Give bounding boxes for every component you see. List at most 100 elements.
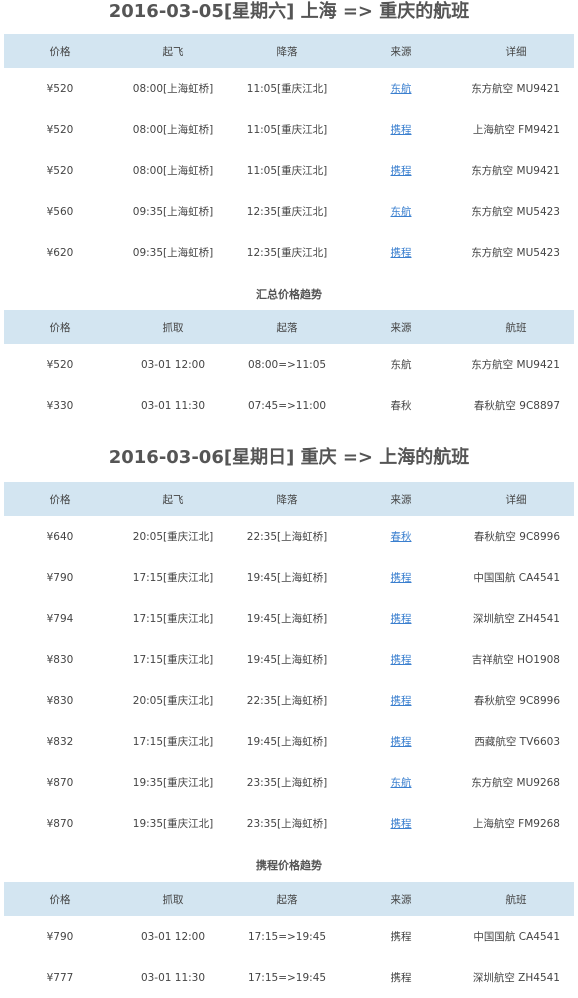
price-cell: ¥520 [46, 358, 74, 371]
column-header-source: 来源 [344, 882, 458, 916]
column-header-arrive: 降落 [230, 34, 344, 68]
column-header-arrive: 降落 [230, 482, 344, 516]
source-cell: 东航 [344, 762, 458, 803]
depart-cell: 17:15[重庆江北] [132, 613, 214, 625]
detail-cell: 东方航空 MU9421 [471, 83, 560, 95]
source-cell: 携程 [344, 680, 458, 721]
price-cell: ¥790 [46, 930, 74, 943]
source-cell: 携程 [344, 639, 458, 680]
source-link[interactable]: 携程 [390, 613, 412, 625]
column-header-depart: 起飞 [116, 34, 230, 68]
price-cell: ¥794 [46, 612, 74, 625]
price-cell: ¥832 [46, 735, 74, 748]
table-row: ¥640 20:05[重庆江北] 22:35[上海虹桥] 春秋 春秋航空 9C8… [4, 516, 574, 557]
table-header-row: 价格 起飞 降落 来源 详细 [4, 482, 574, 516]
table-header-row: 价格 抓取 起落 来源 航班 [4, 882, 574, 916]
detail-cell: 深圳航空 ZH4541 [472, 613, 560, 625]
table-row: ¥520 08:00[上海虹桥] 11:05[重庆江北] 东航 东方航空 MU9… [4, 68, 574, 109]
source-link[interactable]: 携程 [390, 247, 412, 259]
source-link[interactable]: 携程 [390, 818, 412, 830]
times-cell: 08:00=>11:05 [247, 358, 327, 371]
times-cell: 17:15=>19:45 [247, 971, 327, 984]
column-header-detail: 详细 [458, 34, 574, 68]
fetched-cell: 03-01 12:00 [140, 930, 206, 943]
source-cell: 东航 [344, 191, 458, 232]
depart-cell: 20:05[重庆江北] [132, 531, 214, 543]
table-header-row: 价格 起飞 降落 来源 详细 [4, 34, 574, 68]
source-link[interactable]: 东航 [390, 777, 412, 789]
return-flights-table: 价格 起飞 降落 来源 详细 ¥640 20:05[重庆江北] 22:35[上海… [4, 482, 574, 844]
arrive-cell: 19:45[上海虹桥] [246, 613, 328, 625]
column-header-price: 价格 [4, 310, 116, 344]
column-header-source: 来源 [344, 482, 458, 516]
table-row: ¥790 03-01 12:00 17:15=>19:45 携程 中国国航 CA… [4, 916, 574, 957]
column-header-flight: 航班 [458, 310, 574, 344]
ctrip-trend-title: 携程价格趋势 [256, 859, 322, 872]
table-row: ¥830 20:05[重庆江北] 22:35[上海虹桥] 携程 春秋航空 9C8… [4, 680, 574, 721]
table-row: ¥794 17:15[重庆江北] 19:45[上海虹桥] 携程 深圳航空 ZH4… [4, 598, 574, 639]
arrive-cell: 12:35[重庆江北] [246, 206, 328, 218]
arrive-cell: 19:45[上海虹桥] [246, 572, 328, 584]
source-link[interactable]: 携程 [390, 124, 412, 136]
source-link[interactable]: 携程 [390, 736, 412, 748]
source-cell: 东航 [344, 68, 458, 109]
price-cell: ¥790 [46, 571, 74, 584]
depart-cell: 08:00[上海虹桥] [132, 83, 214, 95]
column-header-price: 价格 [4, 34, 116, 68]
depart-cell: 17:15[重庆江北] [132, 572, 214, 584]
flight-cell: 东方航空 MU9421 [471, 359, 560, 371]
detail-cell: 西藏航空 TV6603 [474, 736, 560, 748]
detail-cell: 东方航空 MU5423 [471, 206, 560, 218]
depart-cell: 17:15[重庆江北] [132, 654, 214, 666]
source-cell: 携程 [344, 109, 458, 150]
source-link[interactable]: 春秋 [390, 531, 412, 543]
table-row: ¥777 03-01 11:30 17:15=>19:45 携程 深圳航空 ZH… [4, 957, 574, 998]
table-row: ¥870 19:35[重庆江北] 23:35[上海虹桥] 东航 东方航空 MU9… [4, 762, 574, 803]
source-link[interactable]: 携程 [390, 572, 412, 584]
source-cell: 春秋 [390, 400, 412, 412]
times-cell: 17:15=>19:45 [247, 930, 327, 943]
table-header-row: 价格 抓取 起落 来源 航班 [4, 310, 574, 344]
source-link[interactable]: 携程 [390, 695, 412, 707]
source-cell: 携程 [344, 232, 458, 273]
source-link[interactable]: 携程 [390, 165, 412, 177]
source-cell: 携程 [344, 557, 458, 598]
arrive-cell: 19:45[上海虹桥] [246, 654, 328, 666]
price-cell: ¥830 [46, 653, 74, 666]
price-cell: ¥560 [46, 205, 74, 218]
flight-cell: 深圳航空 ZH4541 [472, 972, 560, 984]
fetched-cell: 03-01 12:00 [140, 358, 206, 371]
table-row: ¥520 08:00[上海虹桥] 11:05[重庆江北] 携程 东方航空 MU9… [4, 150, 574, 191]
depart-cell: 20:05[重庆江北] [132, 695, 214, 707]
column-header-price: 价格 [4, 482, 116, 516]
flight-cell: 中国国航 CA4541 [473, 931, 560, 943]
detail-cell: 春秋航空 9C8996 [473, 695, 560, 707]
depart-cell: 09:35[上海虹桥] [132, 247, 214, 259]
table-row: ¥830 17:15[重庆江北] 19:45[上海虹桥] 携程 吉祥航空 HO1… [4, 639, 574, 680]
price-cell: ¥640 [46, 530, 74, 543]
source-link[interactable]: 东航 [390, 206, 412, 218]
source-cell: 携程 [390, 972, 412, 984]
arrive-cell: 22:35[上海虹桥] [246, 695, 328, 707]
price-cell: ¥830 [46, 694, 74, 707]
arrive-cell: 19:45[上海虹桥] [246, 736, 328, 748]
detail-cell: 中国国航 CA4541 [473, 572, 560, 584]
flight-cell: 春秋航空 9C8897 [473, 400, 560, 412]
detail-cell: 春秋航空 9C8996 [473, 531, 560, 543]
detail-cell: 吉祥航空 HO1908 [471, 654, 560, 666]
price-cell: ¥620 [46, 246, 74, 259]
column-header-depart: 起飞 [116, 482, 230, 516]
column-header-times: 起落 [230, 310, 344, 344]
table-row: ¥870 19:35[重庆江北] 23:35[上海虹桥] 携程 上海航空 FM9… [4, 803, 574, 844]
column-header-source: 来源 [344, 310, 458, 344]
arrive-cell: 23:35[上海虹桥] [246, 777, 328, 789]
table-row: ¥790 17:15[重庆江北] 19:45[上海虹桥] 携程 中国国航 CA4… [4, 557, 574, 598]
fetched-cell: 03-01 11:30 [140, 971, 206, 984]
detail-cell: 东方航空 MU9421 [471, 165, 560, 177]
source-link[interactable]: 携程 [390, 654, 412, 666]
summary-trend-table: 价格 抓取 起落 来源 航班 ¥520 03-01 12:00 08:00=>1… [4, 310, 574, 426]
source-link[interactable]: 东航 [390, 83, 412, 95]
outbound-section-title: 2016-03-05[星期六] 上海 => 重庆的航班 [108, 1, 470, 22]
column-header-detail: 详细 [458, 482, 574, 516]
column-header-times: 起落 [230, 882, 344, 916]
